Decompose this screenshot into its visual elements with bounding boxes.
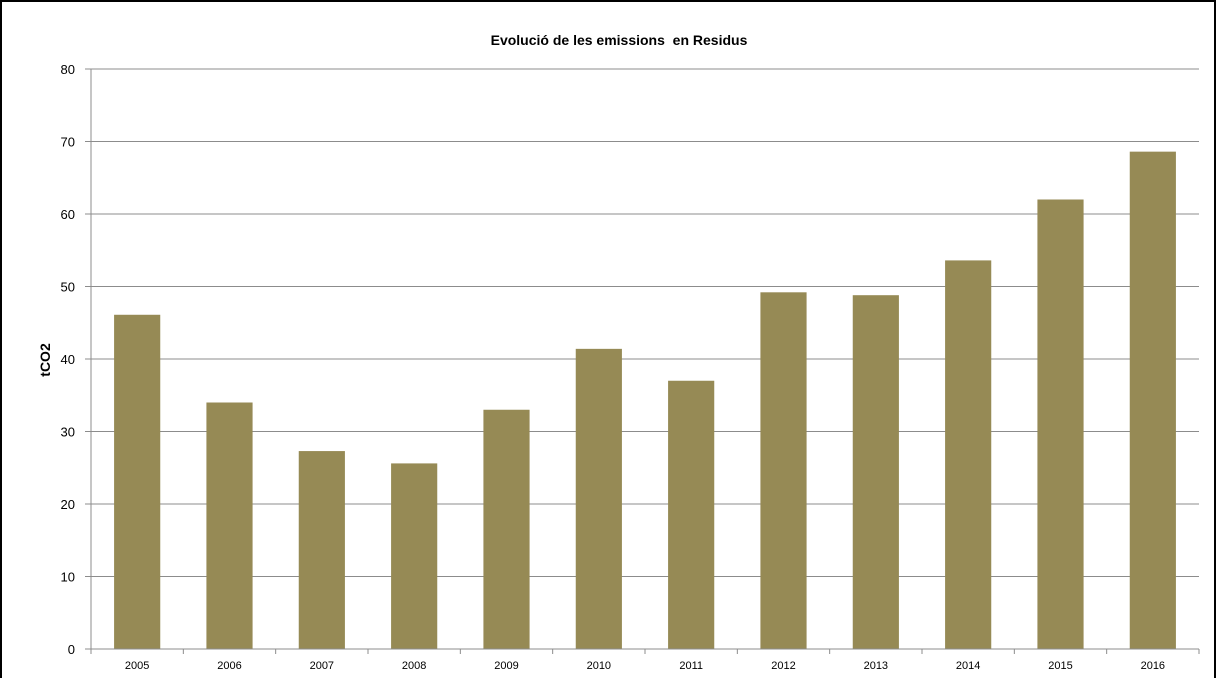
- x-tick-label: 2014: [956, 660, 980, 672]
- y-tick-label: 80: [61, 62, 75, 77]
- x-tick-label: 2007: [310, 660, 334, 672]
- bar-2007: [298, 451, 345, 649]
- x-tick-label: 2012: [771, 660, 795, 672]
- bar-2009: [483, 409, 530, 649]
- bars: [114, 151, 1176, 649]
- bar-2012: [760, 292, 807, 649]
- x-tick-label: 2006: [217, 660, 241, 672]
- x-tick-label: 2016: [1141, 660, 1165, 672]
- x-tick-label: 2008: [402, 660, 426, 672]
- x-tick-label: 2005: [125, 660, 149, 672]
- x-tick-label: 2010: [587, 660, 611, 672]
- gridlines: [91, 68, 1199, 577]
- bar-2013: [852, 295, 899, 649]
- axes: [85, 68, 1200, 654]
- y-tick-label: 60: [61, 207, 75, 222]
- y-tick-label: 40: [61, 352, 75, 367]
- bar-2016: [1129, 151, 1176, 649]
- chart-title: Evolució de les emissions en Residus: [491, 32, 748, 48]
- x-tick-label: 2015: [1048, 660, 1072, 672]
- bar-2008: [391, 463, 438, 649]
- bar-2005: [114, 314, 161, 649]
- y-tick-label: 50: [61, 280, 75, 295]
- y-axis-label: tCO2: [37, 343, 53, 377]
- y-tick-label: 70: [61, 135, 75, 150]
- bar-2011: [668, 380, 715, 649]
- bar-2015: [1037, 199, 1084, 649]
- bar-2014: [945, 260, 992, 649]
- y-tick-label: 0: [68, 642, 75, 657]
- x-tick-label: 2009: [494, 660, 518, 672]
- y-tick-labels: 0 10 20 30 40 50 60 70 80: [61, 62, 75, 657]
- y-tick-label: 20: [61, 497, 75, 512]
- x-tick-label: 2011: [679, 660, 703, 672]
- y-tick-label: 10: [61, 570, 75, 585]
- y-tick-label: 30: [61, 425, 75, 440]
- bar-2006: [206, 402, 253, 649]
- x-tick-label: 2013: [864, 660, 888, 672]
- bar-2010: [575, 348, 622, 649]
- x-tick-labels: 2005 2006 2007 2008 2009 2010 2011 2012 2013 2014…: [125, 660, 1165, 672]
